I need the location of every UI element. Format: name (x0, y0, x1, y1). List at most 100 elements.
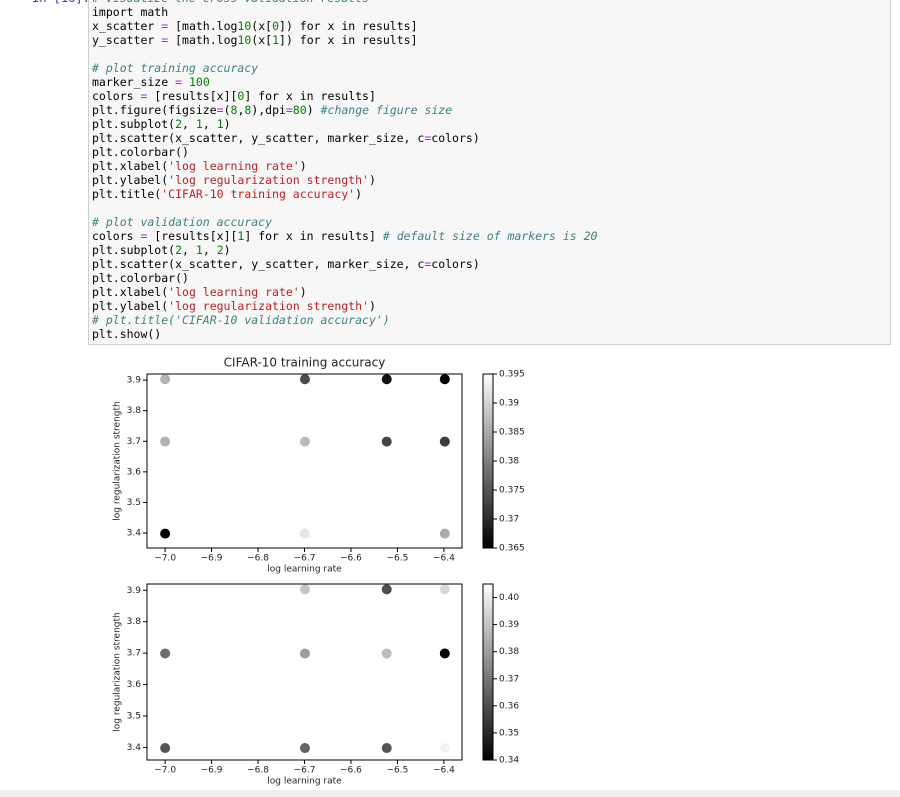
code-line: # plot training accuracy (92, 61, 259, 75)
scatter-point (160, 648, 171, 659)
colorbar-tick-label: 0.395 (499, 370, 525, 380)
code-cell[interactable] (88, 0, 891, 345)
colorbar-tick-label: 0.38 (499, 457, 519, 467)
code-line: plt.xlabel('log learning rate') (92, 285, 307, 299)
plot-area (146, 583, 463, 761)
code-line: plt.show() (92, 327, 162, 341)
y-axis-label: log regularization strength (113, 612, 123, 732)
scatter-point (299, 743, 310, 754)
scatter-chart: CIFAR-10 training accuracy −7.0 −6.9 −6.8 −6… (113, 356, 525, 575)
y-tick-label: 3.9 (127, 586, 142, 596)
chart-title: CIFAR-10 training accuracy (224, 356, 386, 370)
scatter-point (299, 374, 310, 385)
x-tick-label: −6.5 (386, 766, 408, 776)
y-tick-label: 3.5 (127, 712, 141, 722)
x-tick-label: −7.0 (154, 766, 176, 776)
x-tick-label: −6.9 (201, 766, 223, 776)
plot-area (146, 373, 463, 549)
colorbar-tick-label: 0.37 (499, 674, 519, 684)
scatter-point (381, 374, 392, 385)
colorbar-tick-label: 0.37 (499, 515, 519, 525)
code-line: colors = [results[x][1] for x in results… (92, 229, 598, 243)
y-tick-label: 3.5 (127, 498, 141, 508)
scroll-bar (0, 790, 900, 797)
x-tick-label: −6.7 (294, 554, 316, 564)
scatter-point (439, 374, 450, 385)
colorbar-tick-label: 0.34 (499, 756, 519, 766)
scatter-point (299, 528, 310, 539)
code-line: colors = [results[x][0] for x in results… (92, 89, 376, 103)
x-tick-label: −6.4 (433, 554, 455, 564)
colorbar-tick-label: 0.36 (499, 701, 519, 711)
x-axis-label: log learning rate (267, 777, 342, 787)
x-tick-label: −6.6 (340, 554, 362, 564)
scatter-point (299, 648, 310, 659)
x-axis-label: log learning rate (267, 565, 342, 575)
code-line: plt.subplot(2, 1, 2) (92, 243, 231, 257)
x-tick-label: −7.0 (154, 554, 176, 564)
y-axis-label: log regularization strength (113, 401, 123, 521)
colorbar-tick-label: 0.365 (499, 544, 525, 554)
code-line: x_scatter = [math.log10(x[0]) for x in r… (92, 19, 418, 33)
scatter-point (381, 436, 392, 447)
scatter-point (439, 584, 450, 595)
y-tick-label: 3.6 (127, 680, 142, 690)
colorbar-tick-label: 0.39 (499, 620, 519, 630)
y-tick-label: 3.4 (127, 743, 142, 753)
code-line: plt.colorbar() (92, 145, 189, 159)
scatter-point (381, 648, 392, 659)
code-line: marker_size = 100 (92, 75, 210, 89)
colorbar (482, 583, 494, 761)
y-tick-label: 3.4 (127, 529, 142, 539)
colorbar-tick-label: 0.38 (499, 647, 519, 657)
code-line: # plt.title('CIFAR-10 validation accurac… (92, 313, 390, 327)
x-tick-label: −6.6 (340, 766, 362, 776)
colorbar-tick-label: 0.375 (499, 486, 525, 496)
code-line: plt.colorbar() (92, 271, 189, 285)
x-tick-label: −6.7 (294, 766, 316, 776)
code-line: plt.title('CIFAR-10 training accuracy') (92, 187, 363, 201)
code-line: plt.xlabel('log learning rate') (92, 159, 307, 173)
colorbar-tick-label: 0.385 (499, 428, 525, 438)
colorbar-tick-label: 0.40 (499, 593, 519, 603)
scatter-point (439, 436, 450, 447)
y-tick-label: 3.8 (127, 617, 142, 627)
scatter-point (439, 648, 450, 659)
x-tick-label: −6.8 (247, 766, 269, 776)
scatter-point (439, 528, 450, 539)
scatter-chart: −7.0 −6.9 −6.8 −6.7 −6.6 −6.5 −6.4 3.4 3.5 3.6 3.7… (113, 583, 519, 787)
code-line: plt.scatter(x_scatter, y_scatter, marker… (92, 257, 480, 271)
y-tick-label: 3.7 (127, 437, 141, 447)
y-tick-label: 3.7 (127, 649, 141, 659)
x-tick-label: −6.8 (247, 554, 269, 564)
colorbar (482, 373, 494, 549)
scatter-point (439, 743, 450, 754)
cell-prompt: In [16]: (32, 0, 90, 5)
code-line: # Visualize the cross-validation results (92, 0, 369, 5)
scatter-point (299, 584, 310, 595)
code-line: plt.ylabel('log regularization strength'… (92, 173, 376, 187)
colorbar-tick-label: 0.39 (499, 399, 519, 409)
code-line: plt.ylabel('log regularization strength'… (92, 299, 376, 313)
scatter-point (160, 374, 171, 385)
scatter-point (160, 743, 171, 754)
scatter-point (160, 436, 171, 447)
code-line: plt.scatter(x_scatter, y_scatter, marker… (92, 131, 480, 145)
code-line: plt.subplot(2, 1, 1) (92, 117, 231, 131)
scatter-point (381, 743, 392, 754)
code-line: plt.figure(figsize=(8,8),dpi=80) #change… (92, 103, 453, 117)
x-tick-label: −6.4 (433, 766, 455, 776)
code-line: # plot validation accuracy (92, 215, 273, 229)
y-tick-label: 3.9 (127, 376, 142, 386)
code-line: y_scatter = [math.log10(x[1]) for x in r… (92, 33, 418, 47)
scatter-point (381, 584, 392, 595)
y-tick-label: 3.6 (127, 467, 142, 477)
x-tick-label: −6.5 (386, 554, 408, 564)
scatter-point (299, 436, 310, 447)
x-tick-label: −6.9 (201, 554, 223, 564)
code-line: import math (92, 5, 169, 19)
colorbar-tick-label: 0.35 (499, 728, 519, 738)
scatter-point (160, 528, 171, 539)
